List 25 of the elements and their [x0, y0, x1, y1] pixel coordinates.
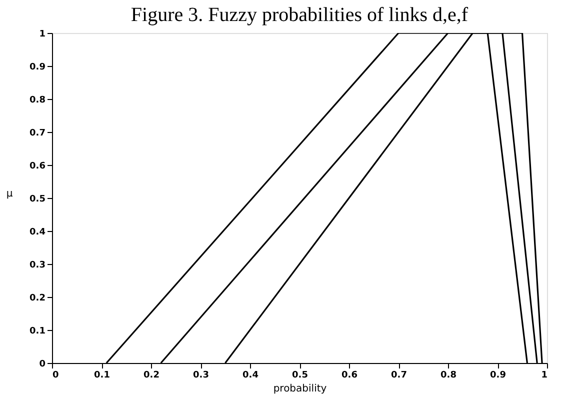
y-tick-label: 0.4 — [30, 228, 46, 238]
x-tick-label: 0.8 — [440, 370, 456, 380]
y-tick-label: 0.2 — [30, 294, 46, 304]
x-tick-label: 0.7 — [391, 370, 407, 380]
x-tick-label: 0.1 — [94, 370, 110, 380]
x-tick-label: 0 — [52, 370, 59, 380]
x-tick-label: 1 — [541, 370, 548, 380]
x-axis-title: probability — [273, 384, 327, 394]
x-tick-label: 0.9 — [490, 370, 506, 380]
y-tick-label: 1 — [39, 30, 46, 40]
y-axis-title: μ — [6, 188, 14, 200]
x-tick-label: 0.6 — [342, 370, 358, 380]
y-tick-label: 0.9 — [30, 62, 46, 72]
x-tick-label: 0.4 — [242, 370, 258, 380]
x-tick-label: 0.3 — [193, 370, 209, 380]
x-tick-label: 0.2 — [144, 370, 160, 380]
y-tick-label: 0.1 — [30, 326, 46, 336]
y-tick-label: 0.6 — [30, 162, 46, 172]
y-tick-label: 0.8 — [30, 96, 46, 106]
y-tick-label: 0.5 — [30, 194, 46, 204]
y-tick-label: 0 — [39, 360, 46, 370]
y-tick-label: 0.7 — [30, 128, 46, 138]
chart-title: Figure 3. Fuzzy probabilities of links d,e,f — [130, 4, 468, 26]
y-tick-label: 0.3 — [30, 260, 46, 270]
x-tick-label: 0.5 — [292, 370, 308, 380]
